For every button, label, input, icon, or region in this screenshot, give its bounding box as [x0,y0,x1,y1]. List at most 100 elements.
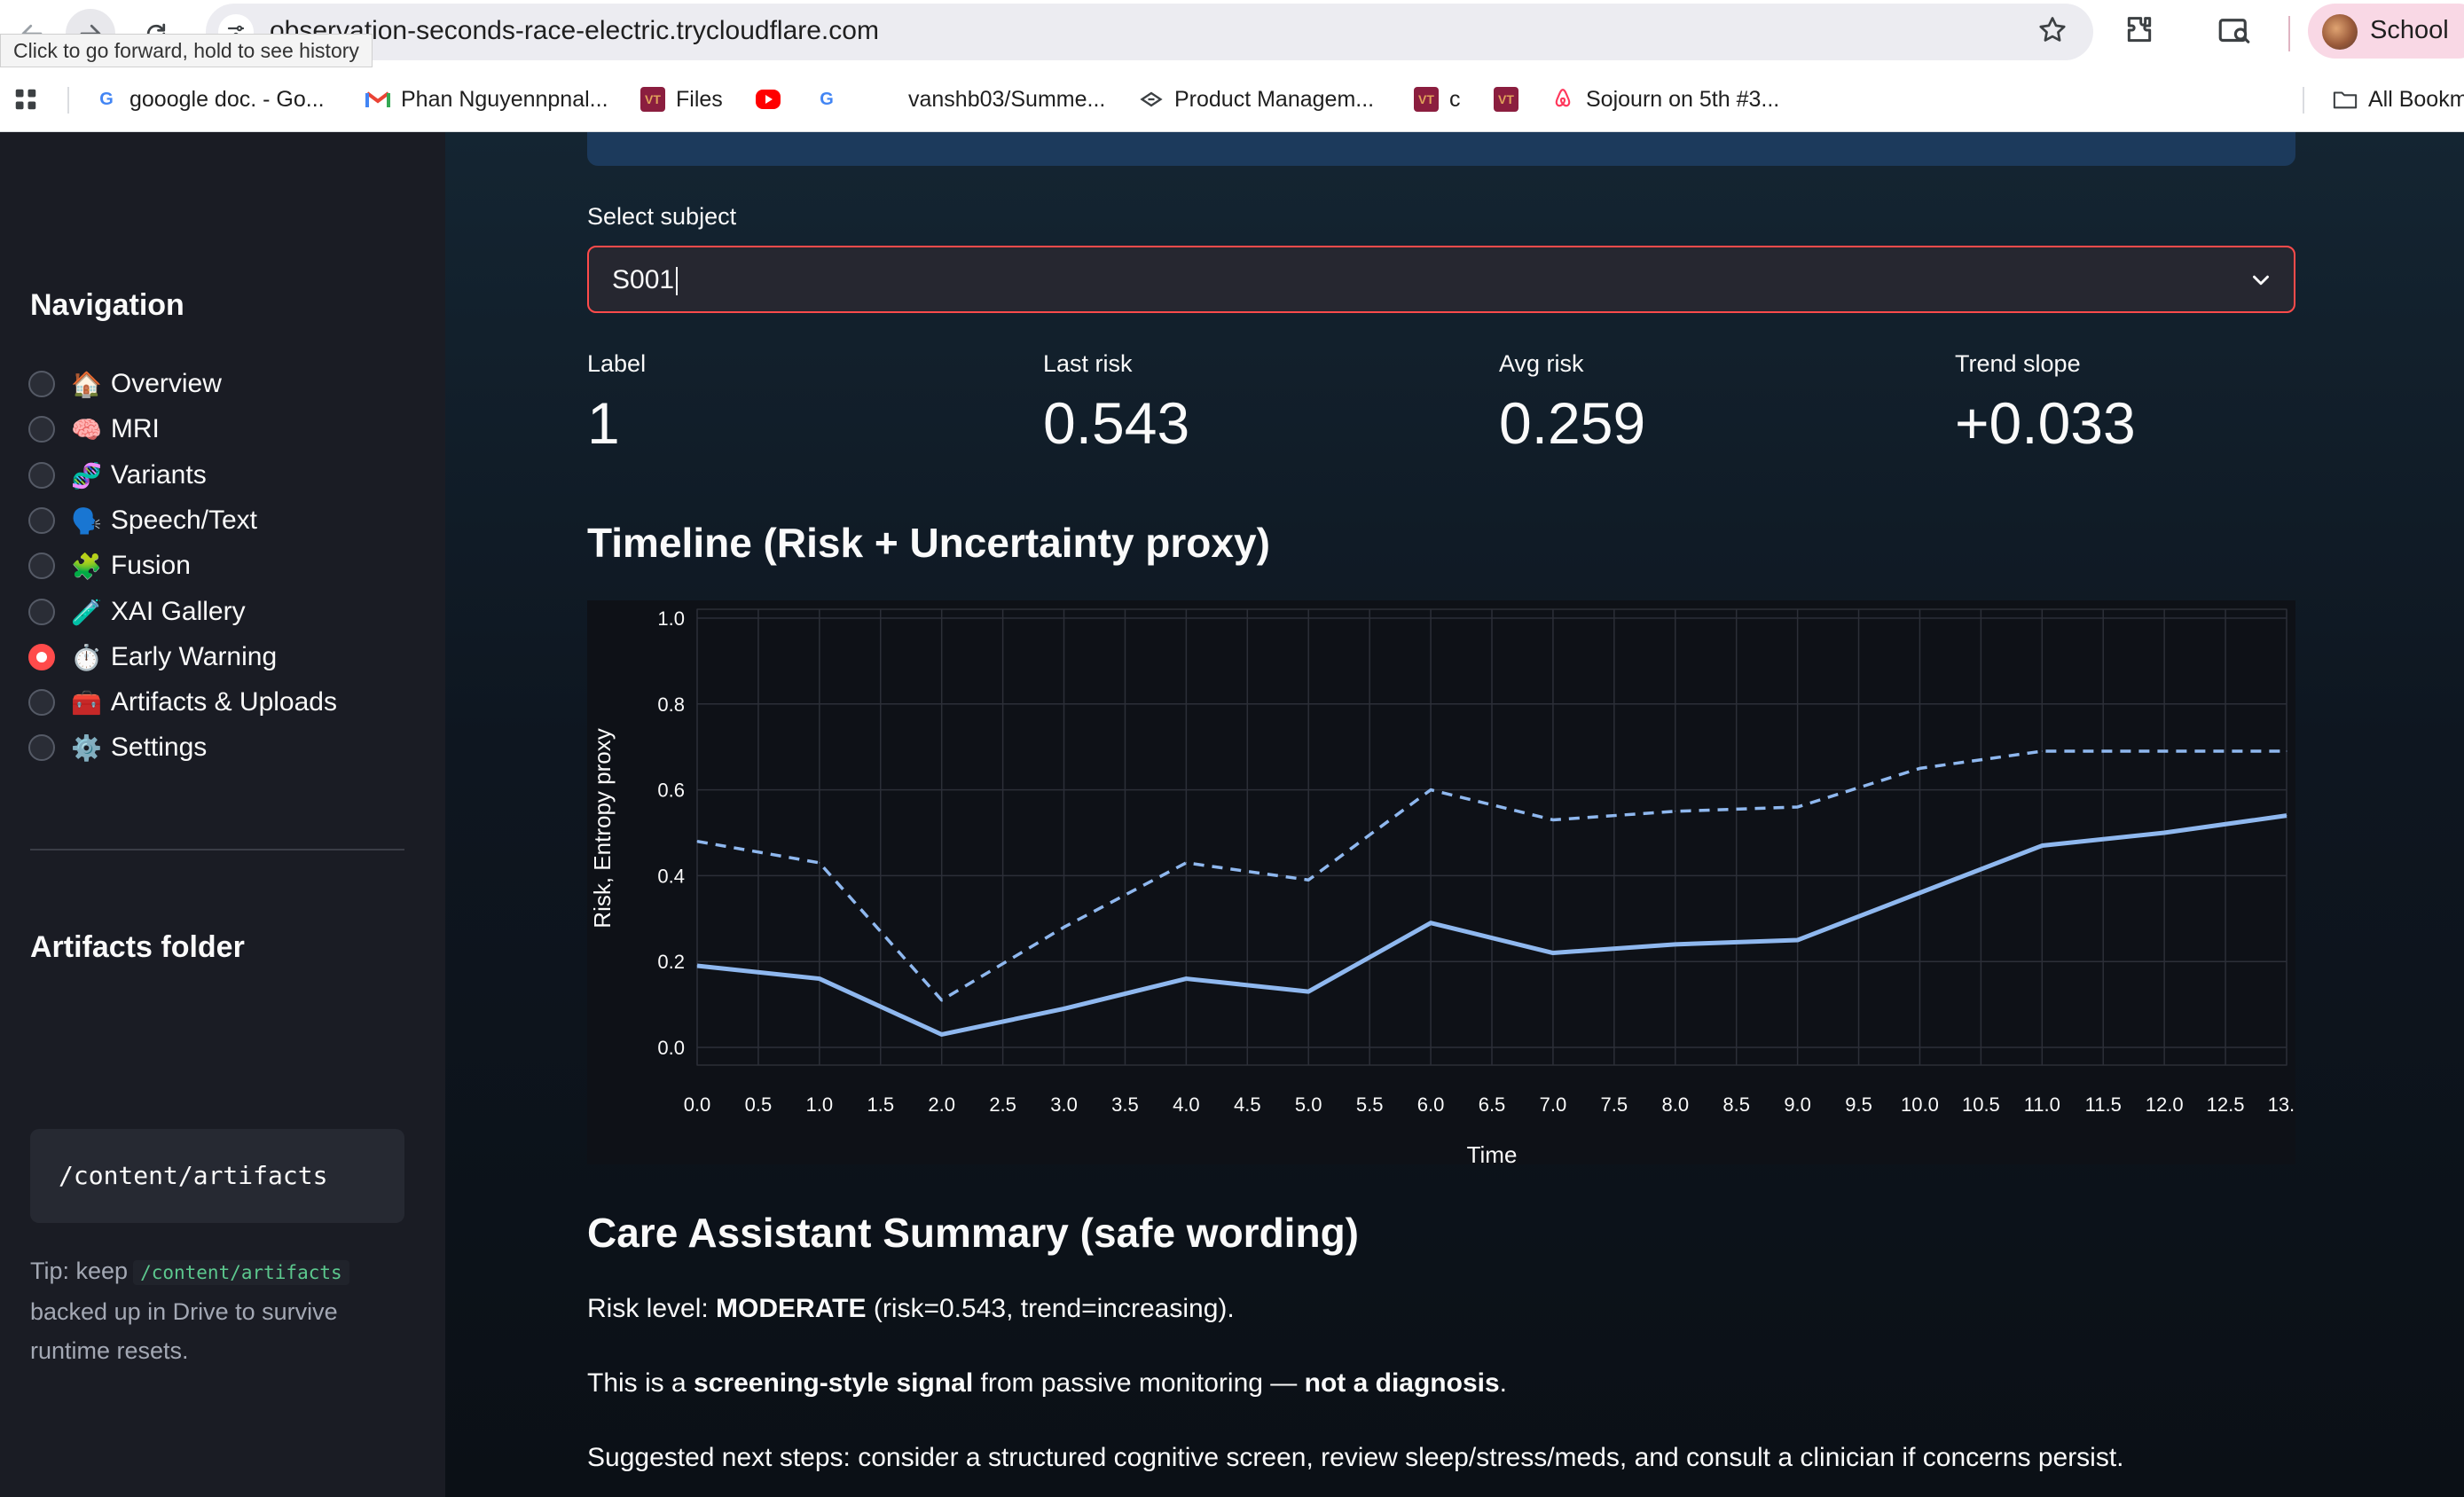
bookmark-gmail[interactable]: Phan Nguyennpnal... [365,83,608,115]
pm-icon [1139,87,1164,112]
extensions-icon[interactable] [2122,12,2157,52]
bookmarks-divider [2303,87,2304,114]
nav-emoji-icon: ⚙️ [71,733,102,762]
nav-item-mri[interactable]: 🧠 MRI [28,410,160,449]
x-tick-label: 11.0 [2024,1093,2060,1116]
radio-icon[interactable] [28,416,55,443]
bookmark-star-icon[interactable] [2036,14,2068,51]
nav-emoji-icon: 🧪 [71,598,102,626]
summary-next-steps: Suggested next steps: consider a structu… [587,1443,2124,1472]
x-tick-label: 6.0 [1417,1093,1445,1116]
avatar [2322,14,2358,50]
nav-item-variants[interactable]: 🧬 Variants [28,456,207,495]
tip-text: Tip: keep/content/artifacts backed up in … [30,1251,403,1370]
chevron-down-icon[interactable] [2248,267,2274,298]
vt-icon: VT [640,87,665,112]
nav-item-label: MRI [110,414,160,443]
all-bookmarks-button[interactable]: All Bookm [2333,83,2464,115]
tip-code: /content/artifacts [133,1260,349,1285]
radio-selected-icon[interactable] [28,644,55,670]
artifacts-path: /content/artifacts [59,1161,328,1190]
timeline-chart: 0.0 0.5 1.0 1.5 2.0 2.5 3.0 3.5 4.0 4.5 5.0 5.5 6.0 6… [587,600,2305,1168]
folder-icon [2333,87,2358,112]
y-tick-label: 0.2 [657,951,685,973]
x-tick-label: 5.0 [1295,1093,1322,1116]
radio-icon[interactable] [28,734,55,761]
nav-item-speech-text[interactable]: 🗣️ Speech/Text [28,501,257,540]
bookmark-vt[interactable]: VT [1494,83,1518,115]
radio-icon[interactable] [28,507,55,534]
subject-select-value[interactable]: S001 [612,265,679,296]
x-tick-label: 12.0 [2146,1093,2184,1116]
metric-value-trend-slope: +0.033 [1955,390,2136,456]
sidebar: Navigation 🏠 Overview 🧠 MRI 🧬 Variants 🗣️ Speec… [0,132,445,1497]
nav-emoji-icon: 🗣️ [71,506,102,535]
series-point [941,999,943,1001]
bookmark-label: All Bookm [2368,86,2464,112]
series-point [1185,978,1187,980]
x-axis-label: Time [1467,1141,1518,1164]
vt-icon: VT [1414,87,1439,112]
x-tick-label: 3.0 [1050,1093,1078,1116]
nav-item-xai-gallery[interactable]: 🧪 XAI Gallery [28,592,246,631]
risk-level-value: MODERATE [716,1294,867,1323]
bookmark-label: c [1449,86,1461,112]
apps-grid-icon[interactable] [12,83,39,115]
series-point [2041,750,2043,752]
y-tick-label: 0.0 [657,1037,685,1059]
series-point [1552,819,1554,820]
tab-search-icon[interactable] [2216,12,2253,54]
series-point [2041,845,2043,847]
bookmark-label: Files [676,86,723,112]
google-icon: G [99,89,114,109]
timeline-chart-svg: 0.0 0.5 1.0 1.5 2.0 2.5 3.0 3.5 4.0 4.5 5.0 5.5 6.0 6… [589,607,2305,1168]
bookmark-google[interactable]: G [814,83,839,115]
metric-label-trend-slope: Trend slope [1955,350,2081,377]
main-content: Select subject S001 Label 1 Last risk 0.… [445,132,2464,1497]
x-tick-label: 6.5 [1479,1093,1506,1116]
nav-item-settings[interactable]: ⚙️ Settings [28,728,207,767]
tip-prefix: Tip: keep [30,1258,129,1284]
x-tick-label: 7.0 [1540,1093,1567,1116]
x-tick-label: 5.5 [1356,1093,1384,1116]
series-point [2163,750,2165,752]
bookmark-label: Sojourn on 5th #3... [1586,86,1780,112]
radio-icon[interactable] [28,599,55,625]
series-point [1552,952,1554,954]
y-axis-label: Risk, Entropy proxy [589,728,616,928]
radio-icon[interactable] [28,689,55,716]
nav-item-artifacts-uploads[interactable]: 🧰 Artifacts & Uploads [28,683,337,722]
nav-emoji-icon: 🧰 [71,688,102,717]
series-point [1919,767,1920,769]
address-bar[interactable]: observation-seconds-race-electric.tryclo… [206,4,2093,60]
series-point [819,978,820,980]
x-tick-label: 9.0 [1784,1093,1811,1116]
subject-select[interactable]: S001 [587,246,2295,313]
select-subject-label: Select subject [587,203,737,230]
info-banner [587,132,2295,166]
nav-emoji-icon: 🧩 [71,552,102,580]
bookmark-c[interactable]: VT c [1414,83,1461,115]
bookmark-google-doc[interactable]: G gooogle doc. - Go... [94,83,324,115]
bookmark-github-repo[interactable]: vanshb03/Summe... [908,83,1105,115]
nav-item-label: Overview [110,369,222,398]
series-point [1063,1007,1065,1009]
radio-icon[interactable] [28,462,55,489]
nav-item-overview[interactable]: 🏠 Overview [28,364,222,404]
bookmark-youtube[interactable] [756,83,781,115]
nav-emoji-icon: 🏠 [71,370,102,398]
nav-item-label: Fusion [110,551,191,580]
summary-risk-level: Risk level: MODERATE (risk=0.543, trend=… [587,1294,1235,1323]
nav-item-fusion[interactable]: 🧩 Fusion [28,546,191,585]
radio-icon[interactable] [28,371,55,397]
radio-icon[interactable] [28,553,55,579]
bookmark-sojourn[interactable]: Sojourn on 5th #3... [1550,83,1779,115]
y-tick-label: 0.6 [657,780,685,802]
bookmark-files[interactable]: VT Files [640,83,723,115]
airbnb-icon [1550,87,1575,112]
summary-disclaimer: This is a screening-style signal from pa… [587,1368,1507,1398]
profile-button[interactable]: School [2308,4,2464,59]
x-tick-label: 11.5 [2085,1093,2122,1116]
bookmark-product-management[interactable]: Product Managem... [1139,83,1374,115]
nav-item-early-warning[interactable]: ⏱️ Early Warning [28,638,277,677]
